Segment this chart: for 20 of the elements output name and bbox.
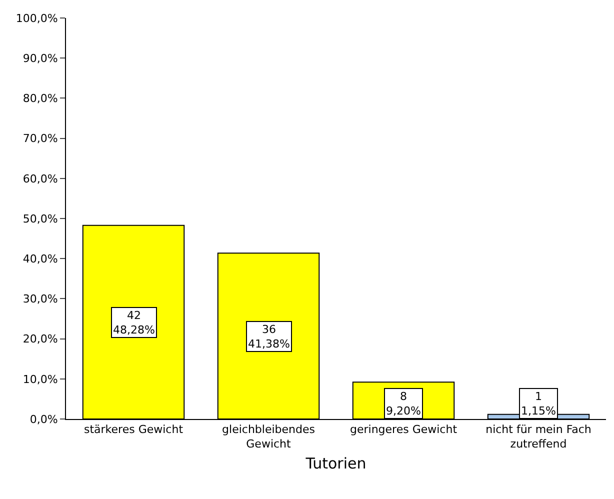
y-tick-label: 70,0% — [22, 132, 58, 146]
data-label: 42 48,28% — [113, 309, 155, 336]
y-tick-label: 80,0% — [22, 92, 58, 106]
data-label: 8 9,20% — [386, 390, 421, 418]
x-tick-label: geringeres Gewicht — [350, 423, 458, 436]
y-tick-label: 20,0% — [22, 332, 58, 346]
y-tick-label: 40,0% — [22, 252, 58, 266]
x-tick-label: stärkeres Gewicht — [84, 423, 184, 436]
x-tick-label: nicht für mein Fach zutreffend — [486, 423, 592, 450]
x-tick-label: gleichbleibendes Gewicht — [222, 423, 316, 450]
y-tick-label: 0,0% — [30, 412, 58, 426]
y-tick-label: 10,0% — [22, 372, 58, 386]
y-tick-label: 50,0% — [22, 212, 58, 226]
x-axis-title: Tutorien — [304, 454, 366, 472]
y-tick-label: 100,0% — [16, 12, 58, 25]
y-tick-label: 90,0% — [22, 52, 58, 65]
y-tick-label: 30,0% — [22, 292, 58, 306]
y-tick-label: 60,0% — [22, 172, 58, 186]
data-label: 36 41,38% — [248, 323, 290, 350]
data-label: 1 1,15% — [521, 390, 556, 418]
